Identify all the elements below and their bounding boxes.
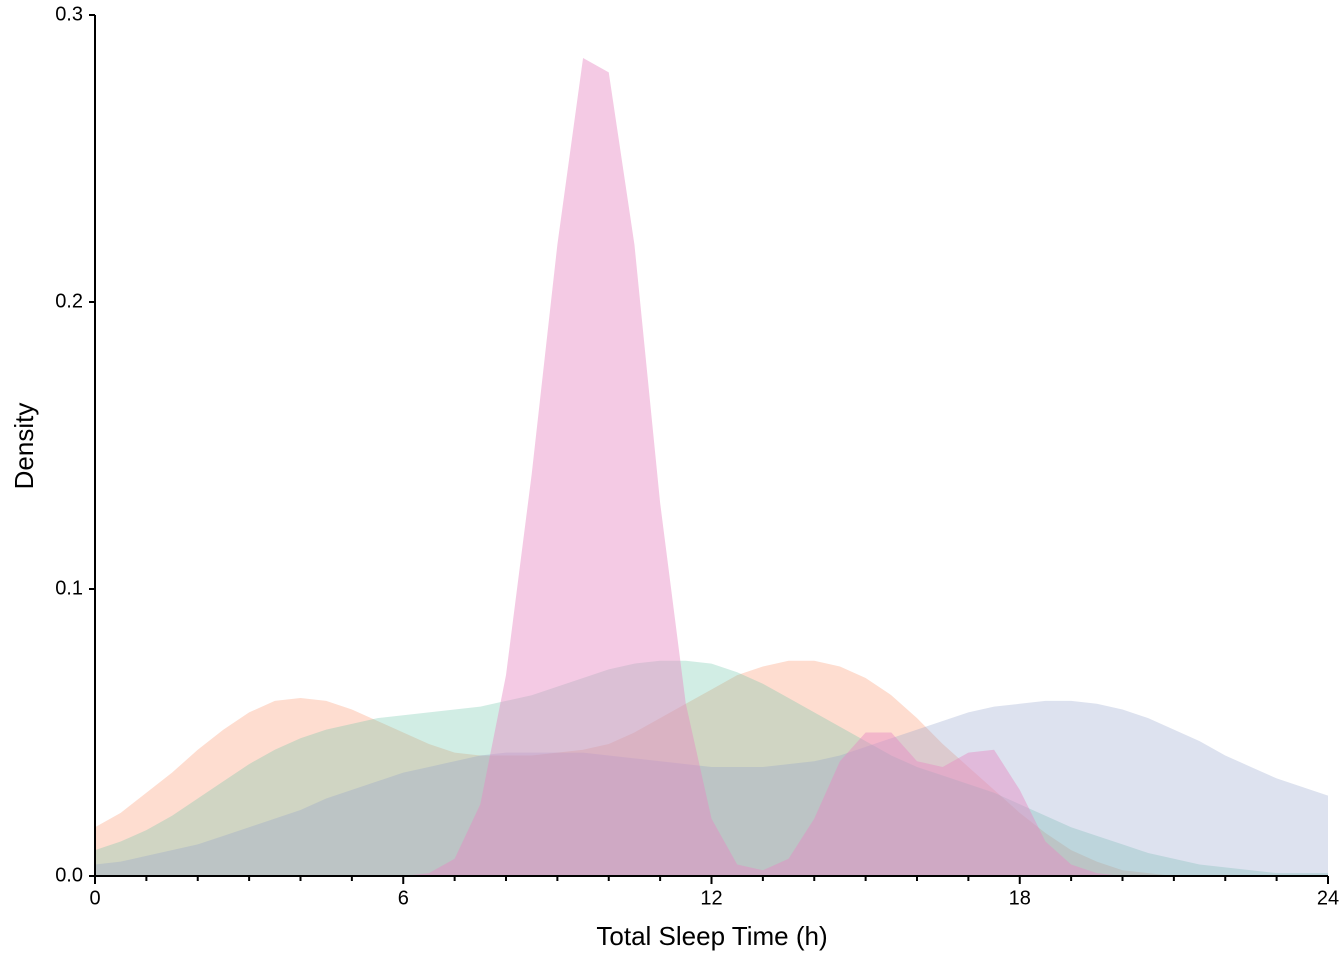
y-tick-label: 0.2 [55,290,83,312]
y-tick-label: 0.0 [55,864,83,886]
y-axis-label: Density [9,403,39,490]
x-tick-label: 6 [398,887,409,909]
density-area [95,660,1328,876]
density-area [95,660,1328,876]
y-tick-label: 0.1 [55,577,83,599]
x-axis-label: Total Sleep Time (h) [596,921,827,951]
x-tick-label: 12 [700,887,722,909]
density-area [95,700,1328,876]
x-tick-label: 24 [1317,887,1339,909]
x-tick-label: 0 [89,887,100,909]
x-tick-label: 18 [1009,887,1031,909]
y-tick-label: 0.3 [55,3,83,25]
